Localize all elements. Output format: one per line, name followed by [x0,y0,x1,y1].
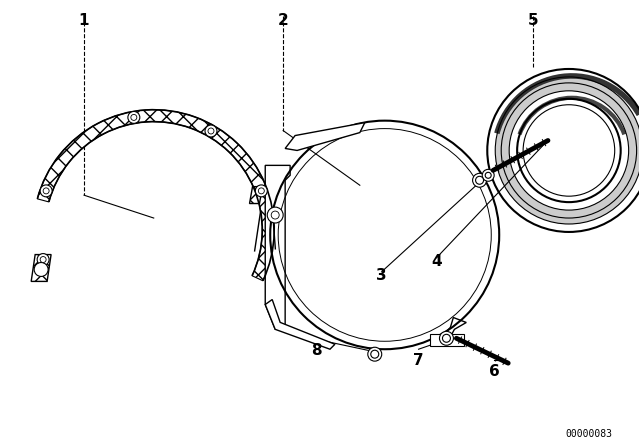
Text: 4: 4 [431,254,442,269]
Circle shape [440,332,453,345]
Text: 1: 1 [79,13,89,28]
Circle shape [34,263,48,276]
Text: 8: 8 [310,343,321,358]
Circle shape [259,188,264,194]
Polygon shape [31,254,51,281]
Text: 5: 5 [528,13,538,28]
Circle shape [43,188,49,194]
Circle shape [40,257,46,263]
Circle shape [128,112,140,123]
Polygon shape [250,187,262,203]
Text: 7: 7 [413,353,424,368]
Circle shape [476,177,484,184]
Polygon shape [265,300,335,349]
Circle shape [208,128,214,134]
Text: 2: 2 [278,13,289,28]
Circle shape [271,211,279,219]
Circle shape [255,185,268,197]
Circle shape [442,334,451,342]
Text: 6: 6 [489,364,500,379]
Wedge shape [37,110,274,281]
Circle shape [472,173,486,187]
Circle shape [131,114,137,121]
Polygon shape [266,247,278,265]
Circle shape [368,347,381,361]
Polygon shape [265,165,290,329]
Text: 3: 3 [376,268,387,283]
Polygon shape [429,334,465,346]
Polygon shape [436,318,467,342]
Circle shape [371,350,379,358]
Circle shape [205,125,217,137]
Wedge shape [495,77,640,224]
Circle shape [37,254,49,266]
Circle shape [485,172,491,178]
Polygon shape [285,123,365,151]
Circle shape [268,207,283,223]
Text: 00000083: 00000083 [565,429,612,439]
Circle shape [40,185,52,197]
Circle shape [482,169,494,181]
